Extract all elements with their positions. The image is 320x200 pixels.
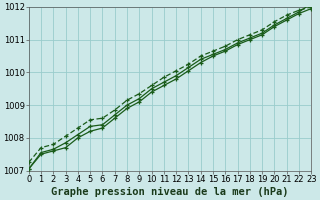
X-axis label: Graphe pression niveau de la mer (hPa): Graphe pression niveau de la mer (hPa) (51, 186, 289, 197)
